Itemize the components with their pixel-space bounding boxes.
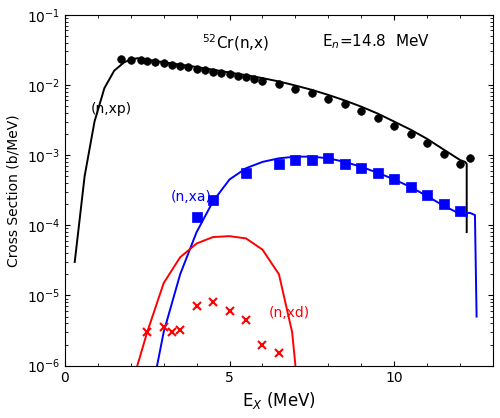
Text: (n,xd): (n,xd) [269,306,310,320]
Text: (n,xa): (n,xa) [170,190,211,204]
Y-axis label: Cross Section (b/MeV): Cross Section (b/MeV) [7,114,21,267]
Text: $^{52}$Cr(n,x): $^{52}$Cr(n,x) [202,32,269,53]
X-axis label: E$_X$ (MeV): E$_X$ (MeV) [242,390,316,411]
Text: (n,xp): (n,xp) [91,102,132,116]
Text: E$_n$=14.8  MeV: E$_n$=14.8 MeV [322,32,430,51]
